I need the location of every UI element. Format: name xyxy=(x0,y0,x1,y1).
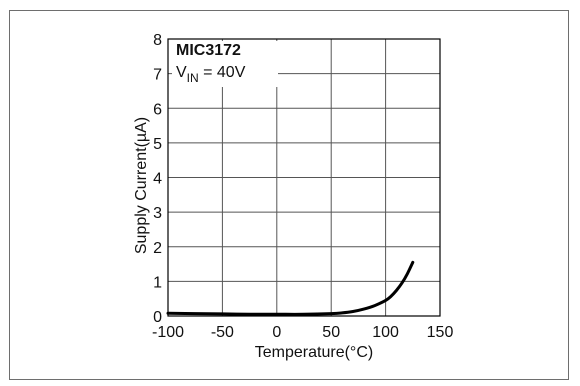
x-tick-label: 50 xyxy=(322,324,340,341)
supply-current-chart: MIC3172 VIN = 40V -100 -50 0 50 100 150 0 1 2 3 4… xyxy=(133,32,453,361)
condition-label: VIN = 40V xyxy=(176,64,246,85)
plot-area xyxy=(167,38,441,317)
y-tick-label: 8 xyxy=(153,32,162,49)
chart-frame: MIC3172 VIN = 40V -100 -50 0 50 100 150 0 1 2 3 4… xyxy=(9,10,569,380)
x-tick-label: -100 xyxy=(152,324,184,341)
x-tick-label: 150 xyxy=(427,324,454,341)
supply-current-line xyxy=(166,260,415,316)
y-tick-label: 7 xyxy=(153,67,162,84)
y-tick-label: 3 xyxy=(153,205,162,222)
x-tick-label: 0 xyxy=(272,324,281,341)
series-group xyxy=(166,260,415,316)
y-tick-label: 6 xyxy=(153,101,162,118)
y-tick-labels: 0 1 2 3 4 5 6 7 8 xyxy=(153,32,162,326)
y-tick-label: 5 xyxy=(153,136,162,153)
condition-suffix: = 40V xyxy=(199,64,246,81)
x-tick-label: 100 xyxy=(372,324,399,341)
y-tick-label: 4 xyxy=(153,171,162,188)
condition-prefix: V xyxy=(176,64,187,81)
condition-subscript: IN xyxy=(187,71,199,85)
x-tick-labels: -100 -50 0 50 100 150 xyxy=(152,324,453,341)
y-axis-label: Supply Current(µA) xyxy=(133,117,150,254)
annotation-background xyxy=(172,41,278,87)
y-tick-label: 1 xyxy=(153,274,162,291)
x-tick-label: -50 xyxy=(211,324,234,341)
condition-annotation: MIC3172 VIN = 40V xyxy=(172,41,278,87)
y-tick-label: 2 xyxy=(153,240,162,257)
x-axis-label: Temperature(°C) xyxy=(255,344,373,361)
y-tick-label: 0 xyxy=(153,309,162,326)
part-number-label: MIC3172 xyxy=(176,42,241,59)
